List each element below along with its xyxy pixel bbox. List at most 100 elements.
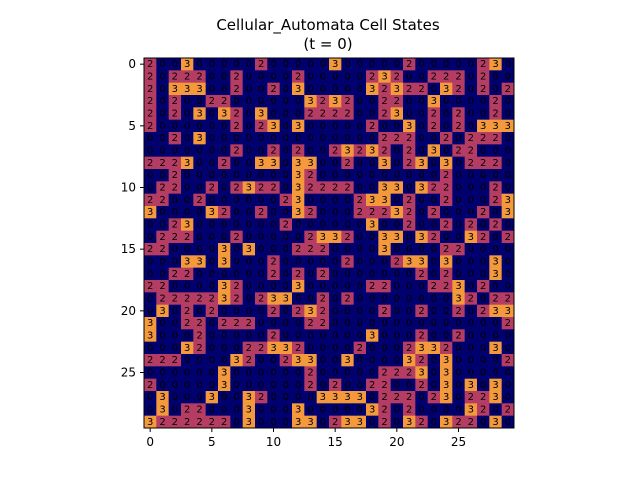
cell-value-label: 0	[270, 232, 276, 243]
cell-value-label: 0	[233, 158, 239, 169]
heatmap-cell	[267, 230, 281, 244]
heatmap-cell	[181, 341, 194, 355]
heatmap-cell	[452, 218, 466, 232]
cell-value-label: 3	[344, 392, 350, 403]
chart-title: Cellular_Automata Cell States	[216, 16, 440, 35]
heatmap-cell	[193, 169, 207, 182]
cell-value-label: 2	[480, 306, 486, 317]
cell-value-label: 0	[184, 170, 190, 181]
cell-value-label: 0	[196, 368, 202, 379]
heatmap-cell	[353, 132, 367, 145]
cell-value-label: 0	[394, 417, 400, 428]
heatmap-cell	[440, 255, 453, 269]
cell-value-label: 0	[246, 133, 252, 144]
cell-value-label: 2	[468, 133, 474, 144]
heatmap-cell	[279, 255, 293, 269]
x-tick-label: 0	[146, 435, 154, 449]
heatmap-cell	[267, 58, 281, 71]
heatmap-cell	[452, 181, 466, 195]
cell-value-label: 2	[233, 318, 239, 329]
heatmap-cell	[452, 70, 466, 84]
cell-value-label: 2	[258, 59, 264, 70]
cell-value-label: 0	[258, 368, 264, 379]
cell-value-label: 0	[468, 355, 474, 366]
cell-value-label: 0	[381, 355, 387, 366]
heatmap-cell	[366, 317, 379, 330]
cell-value-label: 2	[431, 109, 437, 120]
cell-value-label: 3	[443, 257, 449, 268]
cell-value-label: 0	[221, 232, 227, 243]
heatmap-cell	[205, 144, 219, 158]
cell-value-label: 0	[221, 84, 227, 95]
cell-value-label: 0	[233, 244, 239, 255]
cell-value-label: 2	[147, 96, 153, 107]
heatmap-cell	[144, 156, 157, 170]
heatmap-cell	[427, 292, 441, 306]
cell-value-label: 0	[394, 220, 400, 231]
cell-value-label: 2	[258, 121, 264, 132]
cell-value-label: 0	[505, 96, 511, 107]
heatmap-cell	[427, 366, 441, 380]
cell-value-label: 2	[320, 109, 326, 120]
cell-value-label: 3	[431, 343, 437, 354]
heatmap-cell	[440, 181, 453, 195]
cell-value-label: 0	[246, 380, 252, 391]
heatmap-cell	[279, 193, 293, 207]
cell-value-label: 2	[455, 146, 461, 157]
cell-value-label: 0	[307, 133, 313, 144]
heatmap-cell	[316, 119, 330, 133]
cell-value-label: 0	[233, 257, 239, 268]
heatmap-cell	[390, 366, 404, 380]
cell-value-label: 2	[381, 306, 387, 317]
cell-value-label: 0	[344, 405, 350, 416]
cell-value-label: 0	[369, 294, 375, 305]
heatmap-cell	[452, 304, 466, 318]
cell-value-label: 0	[431, 355, 437, 366]
cell-value-label: 3	[307, 306, 313, 317]
heatmap-cell	[440, 107, 453, 121]
heatmap-cell	[156, 95, 170, 108]
cell-value-label: 2	[196, 343, 202, 354]
cell-value-label: 0	[394, 121, 400, 132]
heatmap-cell	[230, 255, 244, 269]
heatmap-cell	[378, 403, 392, 417]
cell-value-label: 2	[394, 368, 400, 379]
cell-value-label: 2	[320, 318, 326, 329]
heatmap-cell	[390, 378, 404, 392]
cell-value-label: 0	[431, 417, 437, 428]
heatmap-cell	[193, 82, 207, 96]
cell-value-label: 2	[147, 158, 153, 169]
heatmap-cell	[205, 317, 219, 330]
heatmap-cell	[242, 415, 256, 429]
heatmap-cell	[218, 193, 231, 207]
heatmap-cell	[156, 317, 170, 330]
cell-value-label: 2	[492, 109, 498, 120]
cell-value-label: 0	[381, 220, 387, 231]
cell-value-label: 0	[492, 368, 498, 379]
cell-value-label: 0	[320, 72, 326, 83]
heatmap-cell	[267, 144, 281, 158]
heatmap-cell	[366, 267, 379, 281]
cell-value-label: 2	[159, 294, 165, 305]
cell-value-label: 3	[184, 84, 190, 95]
cell-value-label: 0	[147, 368, 153, 379]
heatmap-cell	[477, 70, 490, 84]
cell-value-label: 3	[196, 133, 202, 144]
cell-value-label: 0	[196, 380, 202, 391]
heatmap-cell	[341, 156, 355, 170]
heatmap-cell	[415, 107, 429, 121]
heatmap-cell	[501, 169, 515, 182]
cell-value-label: 0	[270, 355, 276, 366]
heatmap-cell	[366, 243, 379, 256]
heatmap-cell	[477, 95, 490, 108]
heatmap-cell	[353, 329, 367, 343]
cell-value-label: 2	[172, 269, 178, 280]
heatmap-cell	[181, 329, 194, 343]
cell-value-label: 0	[431, 158, 437, 169]
cell-value-label: 2	[147, 355, 153, 366]
cell-value-label: 0	[332, 195, 338, 206]
cell-value-label: 2	[505, 294, 511, 305]
cell-value-label: 3	[147, 207, 153, 218]
cell-value-label: 2	[196, 405, 202, 416]
cell-value-label: 0	[147, 183, 153, 194]
